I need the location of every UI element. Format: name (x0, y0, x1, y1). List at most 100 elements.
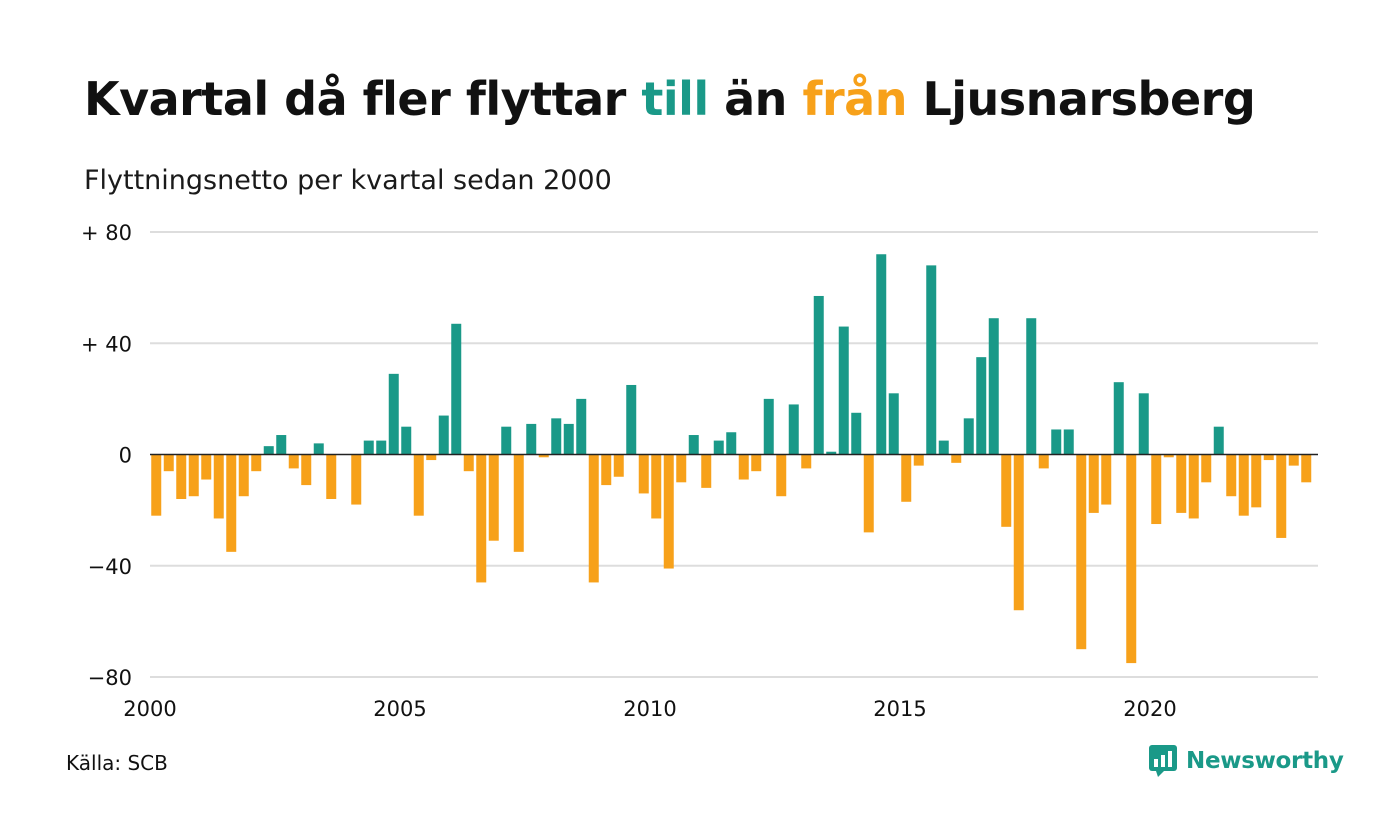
chart-title: Kvartal då fler flyttar till än från Lju… (84, 72, 1256, 126)
gridlines (150, 231, 1318, 678)
bar (776, 454, 787, 497)
bar (388, 373, 399, 455)
bar (213, 454, 224, 519)
bar (1101, 454, 1112, 505)
bar (463, 454, 474, 472)
bar (551, 418, 562, 455)
bar (701, 454, 712, 488)
bar (651, 454, 662, 519)
bar (826, 451, 837, 455)
bar (563, 423, 574, 455)
bar (788, 404, 799, 455)
bar (488, 454, 499, 541)
x-tick-label: 2015 (873, 697, 926, 721)
bar (688, 435, 699, 455)
bar (251, 454, 262, 472)
bar (1013, 454, 1024, 611)
bar (226, 454, 237, 552)
bar (676, 454, 687, 483)
bar (238, 454, 249, 497)
bar (1138, 393, 1149, 455)
bar (538, 454, 549, 458)
bar (876, 254, 887, 455)
bar (1213, 426, 1224, 455)
bar (888, 393, 899, 455)
bar (838, 326, 849, 455)
bar (1051, 429, 1062, 455)
bar (863, 454, 874, 533)
bar (576, 398, 587, 455)
bar (951, 454, 962, 463)
title-part3: Ljusnarsberg (906, 72, 1256, 126)
bar (313, 443, 324, 455)
bar (588, 454, 599, 583)
bar (301, 454, 312, 486)
bar (601, 454, 612, 486)
bar (176, 454, 187, 499)
bar (851, 412, 862, 455)
title-word-in: till (641, 72, 709, 126)
bar (263, 446, 274, 455)
bar (1238, 454, 1249, 516)
x-tick-label: 2010 (623, 697, 676, 721)
x-tick-label: 2000 (123, 697, 176, 721)
bar (526, 423, 537, 455)
bar (501, 426, 512, 455)
newsworthy-logo-icon (1149, 745, 1177, 777)
bar (813, 295, 824, 455)
bar (451, 323, 462, 455)
x-tick-label: 2005 (373, 697, 426, 721)
bar (1126, 454, 1137, 664)
bar (376, 440, 387, 455)
brand-logo[interactable]: Newsworthy (1148, 744, 1344, 778)
y-tick-label: −80 (88, 666, 132, 690)
bar (288, 454, 299, 469)
y-tick-label: 0 (119, 444, 132, 468)
bar (963, 418, 974, 455)
axes: + 80 + 40 0 −40 −80 2000 2005 2010 2015 2020 (81, 221, 1318, 721)
bar (763, 398, 774, 455)
bar (1163, 454, 1174, 458)
bar (1063, 429, 1074, 455)
title-part1: Kvartal då fler flyttar (84, 72, 642, 126)
source-note: Källa: SCB (66, 751, 168, 775)
bar (276, 435, 287, 455)
bars (151, 254, 1312, 664)
bar (926, 265, 937, 455)
y-tick-label: −40 (88, 555, 132, 579)
x-tick-label: 2020 (1123, 697, 1176, 721)
bar (913, 454, 924, 466)
bar (351, 454, 362, 505)
bar (626, 384, 637, 455)
bar (1076, 454, 1087, 650)
bar (1001, 454, 1012, 527)
bar (1226, 454, 1237, 497)
bar (1038, 454, 1049, 469)
bar (476, 454, 487, 583)
bar (438, 415, 449, 455)
bar (1251, 454, 1262, 508)
bar (326, 454, 337, 499)
bar (663, 454, 674, 569)
bar (188, 454, 199, 497)
brand-name: Newsworthy (1186, 748, 1344, 774)
y-tick-label: + 40 (81, 332, 132, 356)
title-part2: än (708, 72, 803, 126)
bar (151, 454, 162, 516)
bar (1151, 454, 1162, 525)
bar (1301, 454, 1312, 483)
bar (1026, 318, 1037, 455)
bar (638, 454, 649, 494)
bar (363, 440, 374, 455)
bar (613, 454, 624, 477)
bar (1201, 454, 1212, 483)
bar (801, 454, 812, 469)
bar (426, 454, 437, 461)
bar (726, 432, 737, 455)
bar (901, 454, 912, 502)
bar (1088, 454, 1099, 513)
bar (163, 454, 174, 472)
bar (1288, 454, 1299, 466)
title-word-out: från (802, 72, 907, 126)
